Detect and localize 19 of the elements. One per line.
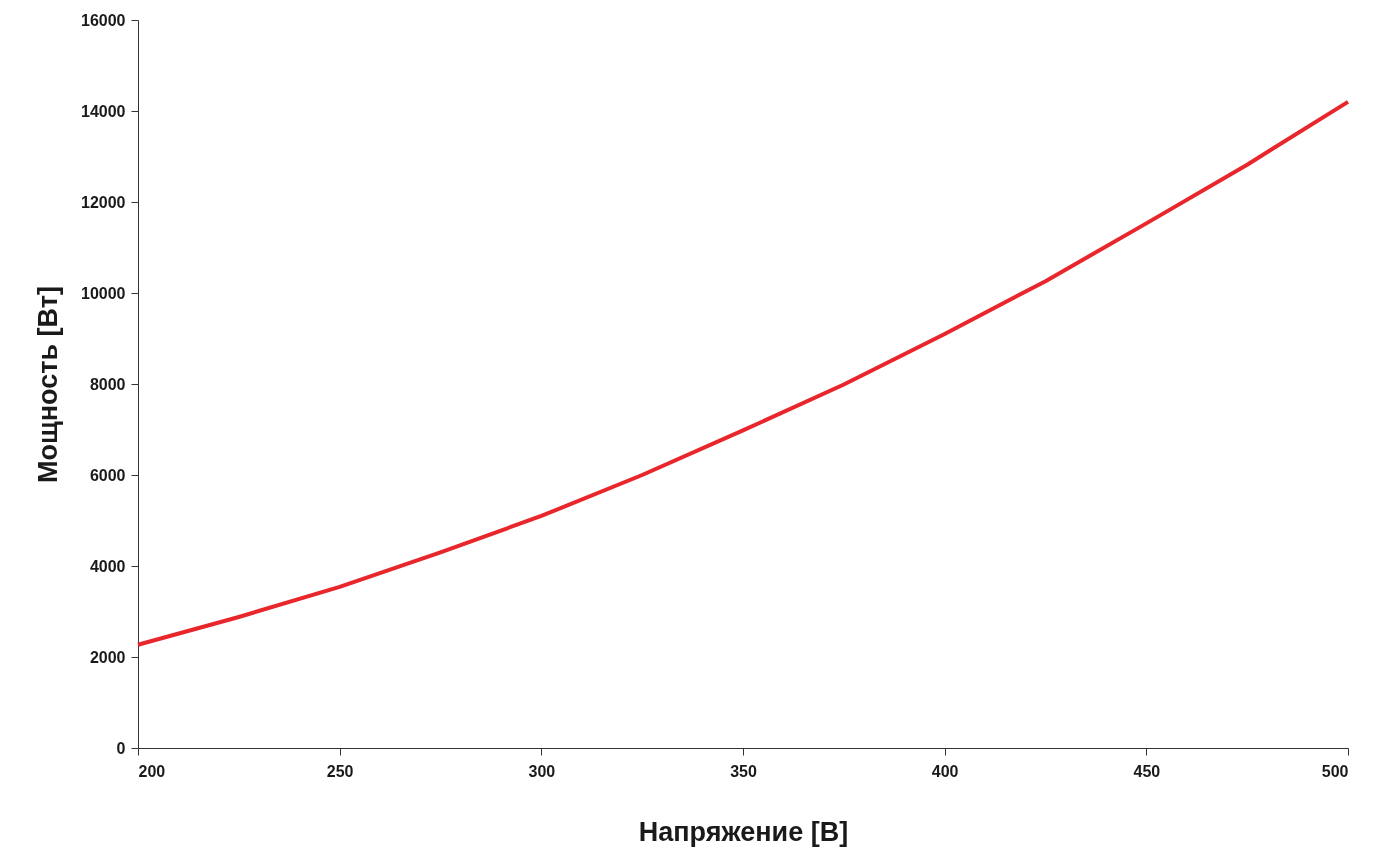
x-tick-label: 250 <box>326 762 354 780</box>
y-tick-label: 4000 <box>89 557 126 575</box>
x-tick-label: 500 <box>1321 762 1349 780</box>
x-axis-title: Напряжение [В] <box>638 816 849 847</box>
y-tick-label: 16000 <box>81 11 126 29</box>
y-tick-label: 6000 <box>89 466 126 484</box>
x-tick-label: 350 <box>730 762 757 780</box>
x-tick-label: 400 <box>931 762 959 780</box>
x-tick-label: 200 <box>138 762 166 780</box>
y-tick-label: 14000 <box>81 102 126 120</box>
y-tick-label: 12000 <box>81 193 126 211</box>
y-tick-label: 8000 <box>89 375 126 393</box>
y-tick-label: 2000 <box>89 648 126 666</box>
y-axis-title: Мощность [Вт] <box>33 286 64 483</box>
y-tick-label: 10000 <box>81 284 126 302</box>
x-tick-label: 300 <box>528 762 556 780</box>
line-series <box>136 99 1350 647</box>
x-tick-label: 450 <box>1133 762 1161 780</box>
y-tick-label: 0 <box>116 739 126 757</box>
